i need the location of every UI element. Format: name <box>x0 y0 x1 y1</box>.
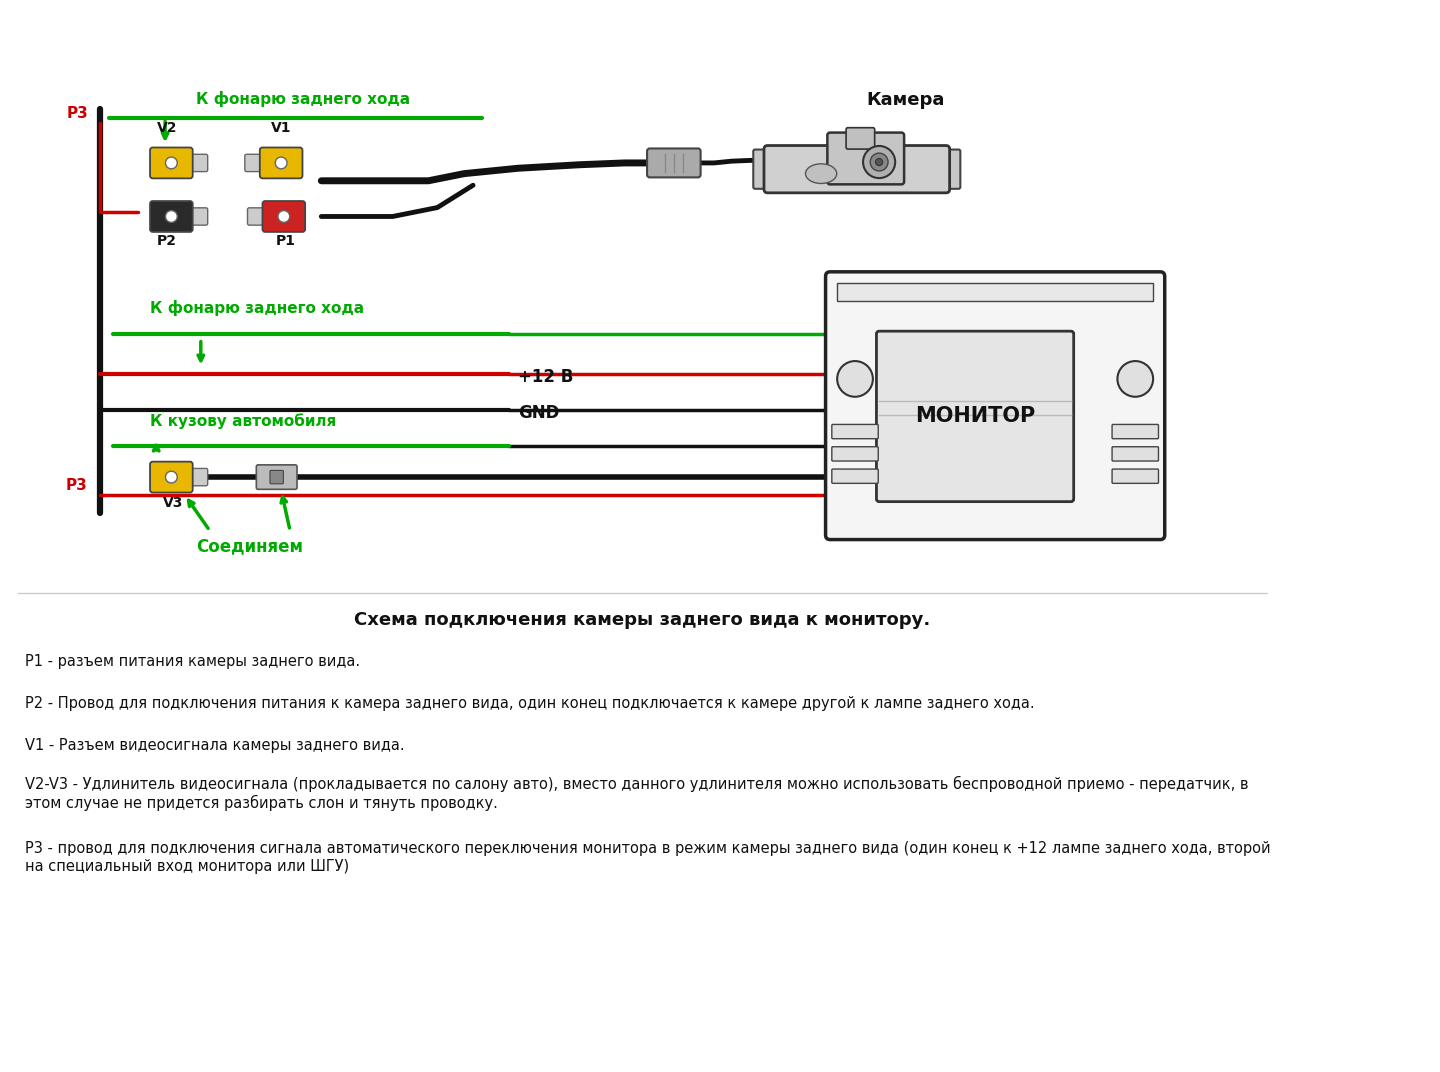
Circle shape <box>166 157 177 168</box>
Text: P1: P1 <box>275 234 295 248</box>
Circle shape <box>166 210 177 222</box>
FancyBboxPatch shape <box>262 202 305 232</box>
Text: P2: P2 <box>157 234 177 248</box>
Text: P3: P3 <box>66 478 88 493</box>
FancyBboxPatch shape <box>1112 447 1158 461</box>
Text: V3: V3 <box>163 495 183 509</box>
FancyBboxPatch shape <box>943 149 960 189</box>
Circle shape <box>876 159 883 165</box>
FancyBboxPatch shape <box>753 149 772 189</box>
Text: V2-V3 - Удлинитель видеосигнала (прокладывается по салону авто), вместо данного : V2-V3 - Удлинитель видеосигнала (проклад… <box>24 776 1248 812</box>
FancyBboxPatch shape <box>1112 425 1158 438</box>
FancyBboxPatch shape <box>248 208 269 225</box>
FancyBboxPatch shape <box>837 283 1153 301</box>
Circle shape <box>863 146 896 178</box>
Circle shape <box>166 472 177 483</box>
FancyBboxPatch shape <box>150 148 193 178</box>
Text: Схема подключения камеры заднего вида к монитору.: Схема подключения камеры заднего вида к … <box>354 611 930 629</box>
Text: МОНИТОР: МОНИТОР <box>914 406 1035 427</box>
FancyBboxPatch shape <box>150 462 193 492</box>
Text: К фонарю заднего хода: К фонарю заднего хода <box>196 91 410 107</box>
Text: V2: V2 <box>157 121 177 135</box>
Circle shape <box>870 153 888 170</box>
FancyBboxPatch shape <box>256 465 297 489</box>
Circle shape <box>278 210 289 222</box>
FancyBboxPatch shape <box>186 468 207 486</box>
Text: GND: GND <box>517 404 559 422</box>
FancyBboxPatch shape <box>825 272 1165 539</box>
Circle shape <box>837 361 873 397</box>
Text: P2 - Провод для подключения питания к камера заднего вида, один конец подключает: P2 - Провод для подключения питания к ка… <box>24 696 1034 711</box>
FancyBboxPatch shape <box>245 154 266 172</box>
FancyBboxPatch shape <box>647 148 701 177</box>
FancyBboxPatch shape <box>186 208 207 225</box>
FancyBboxPatch shape <box>186 154 207 172</box>
Text: V1 - Разъем видеосигнала камеры заднего вида.: V1 - Разъем видеосигнала камеры заднего … <box>24 738 405 753</box>
FancyBboxPatch shape <box>832 470 878 483</box>
Text: К фонарю заднего хода: К фонарю заднего хода <box>150 299 364 315</box>
FancyBboxPatch shape <box>877 331 1074 502</box>
FancyBboxPatch shape <box>1112 470 1158 483</box>
Text: +12 В: +12 В <box>517 368 573 386</box>
FancyBboxPatch shape <box>259 148 302 178</box>
FancyBboxPatch shape <box>765 146 949 193</box>
FancyBboxPatch shape <box>832 425 878 438</box>
Circle shape <box>275 157 287 168</box>
Text: Соединяем: Соединяем <box>196 537 304 555</box>
Text: P1 - разъем питания камеры заднего вида.: P1 - разъем питания камеры заднего вида. <box>24 654 360 669</box>
Text: P3: P3 <box>66 106 89 121</box>
FancyBboxPatch shape <box>847 128 874 149</box>
FancyBboxPatch shape <box>150 202 193 232</box>
Text: Р3 - провод для подключения сигнала автоматического переключения монитора в режи: Р3 - провод для подключения сигнала авто… <box>24 842 1270 874</box>
Text: Камера: Камера <box>867 91 945 109</box>
FancyBboxPatch shape <box>832 447 878 461</box>
Text: К кузову автомобиля: К кузову автомобиля <box>150 413 336 429</box>
Ellipse shape <box>805 164 837 183</box>
Circle shape <box>1117 361 1153 397</box>
FancyBboxPatch shape <box>269 471 284 483</box>
Text: V1: V1 <box>271 121 291 135</box>
FancyBboxPatch shape <box>828 133 904 184</box>
